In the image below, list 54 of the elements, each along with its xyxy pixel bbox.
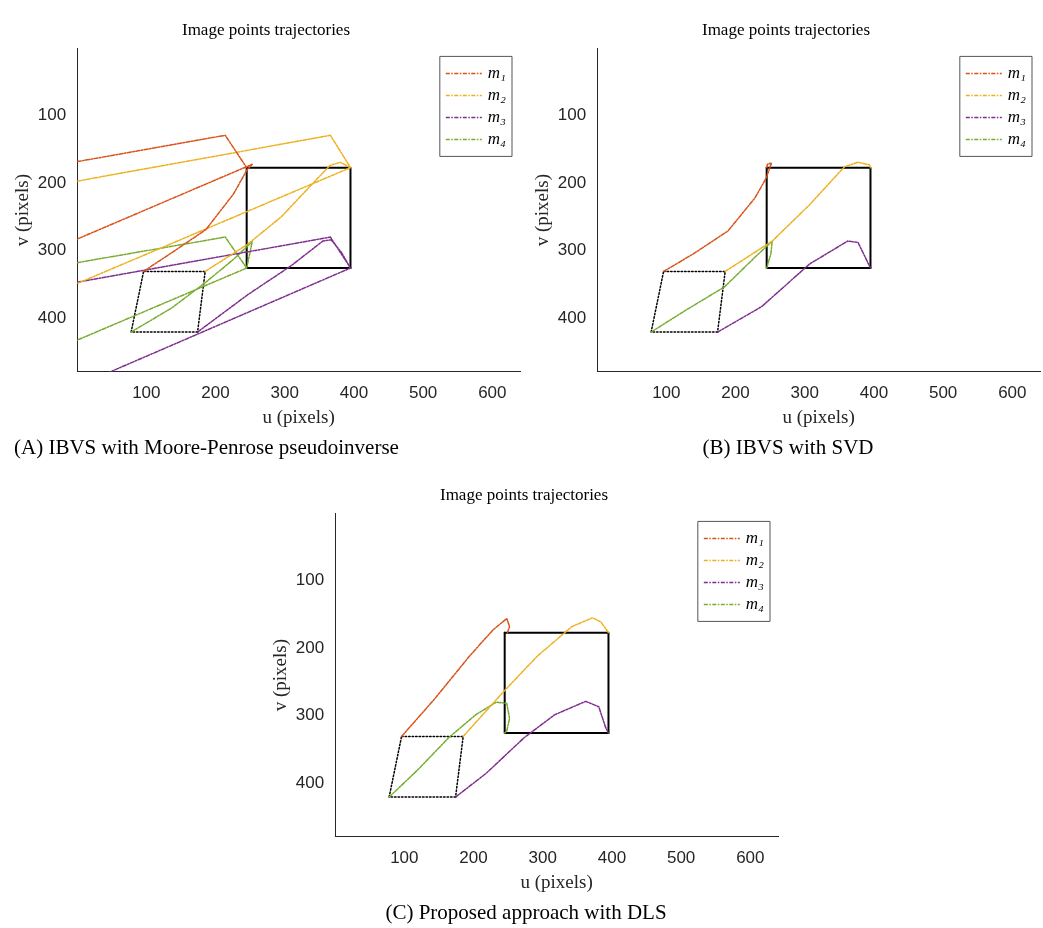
x-tick-label: 200 xyxy=(459,847,488,867)
y-axis-title: v (pixels) xyxy=(531,173,554,247)
legend-label: m₁ xyxy=(745,527,764,547)
y-tick-label: 400 xyxy=(557,307,587,327)
x-tick-label: 300 xyxy=(790,382,819,402)
y-tick-label: 100 xyxy=(295,570,325,590)
y-tick-label: 200 xyxy=(37,172,67,192)
x-tick-label: 100 xyxy=(390,847,419,867)
x-tick-label: 500 xyxy=(408,382,438,402)
x-tick-label: 600 xyxy=(998,382,1027,402)
x-tick-label: 400 xyxy=(859,382,889,402)
x-tick-label: 100 xyxy=(132,382,161,402)
y-tick-label: 400 xyxy=(295,772,325,792)
legend-label: m₃ xyxy=(487,106,507,126)
y-tick-label: 100 xyxy=(37,105,67,125)
y-tick-label: 300 xyxy=(295,705,325,725)
text: (A) IBVS with Moore-Penrose pseudoinverse xyxy=(13,435,400,460)
x-tick-label: 400 xyxy=(597,847,627,867)
y-tick-label: 400 xyxy=(37,307,67,327)
x-tick-label: 500 xyxy=(928,382,958,402)
legend-label: m₃ xyxy=(1007,106,1027,126)
legend-label: m₃ xyxy=(745,571,765,591)
y-axis-title: v (pixels) xyxy=(269,638,292,712)
y-tick-label: 200 xyxy=(557,172,587,192)
y-tick-label: 200 xyxy=(295,637,325,657)
x-tick-label: 300 xyxy=(270,382,299,402)
y-axis-title: v (pixels) xyxy=(11,173,34,247)
text: (B) IBVS with SVD xyxy=(701,435,875,460)
legend-label: m₄ xyxy=(1007,128,1027,148)
legend-label: m₄ xyxy=(487,128,507,148)
legend-label: m₁ xyxy=(1007,62,1026,82)
y-tick-label: 100 xyxy=(557,105,587,125)
x-tick-label: 200 xyxy=(201,382,230,402)
legend-label: m₂ xyxy=(487,84,507,104)
text: (C) Proposed approach with DLS xyxy=(384,900,668,925)
x-tick-label: 500 xyxy=(666,847,696,867)
chart-title: Image points trajectories xyxy=(439,484,609,504)
legend-label: m₂ xyxy=(745,549,765,569)
x-tick-label: 600 xyxy=(478,382,507,402)
x-tick-label: 600 xyxy=(736,847,765,867)
x-tick-label: 400 xyxy=(339,382,369,402)
x-tick-label: 300 xyxy=(528,847,557,867)
legend-label: m₄ xyxy=(745,593,765,613)
chart-title: Image points trajectories xyxy=(181,19,351,39)
legend-label: m₂ xyxy=(1007,84,1027,104)
y-tick-label: 300 xyxy=(37,240,67,260)
x-axis-title: u (pixels) xyxy=(782,405,855,428)
x-axis-title: u (pixels) xyxy=(520,870,593,893)
y-tick-label: 300 xyxy=(557,240,587,260)
x-axis-title: u (pixels) xyxy=(262,405,335,428)
legend-label: m₁ xyxy=(487,62,506,82)
x-tick-label: 200 xyxy=(721,382,750,402)
x-tick-label: 100 xyxy=(652,382,681,402)
chart-title: Image points trajectories xyxy=(701,19,871,39)
